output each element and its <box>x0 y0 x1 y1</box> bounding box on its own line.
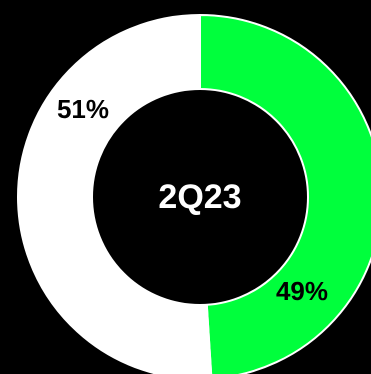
center-label: 2Q23 <box>158 178 241 216</box>
slice-label-49: 49% <box>276 276 328 306</box>
slice-label-51: 51% <box>57 94 109 124</box>
donut-hole <box>91 88 309 306</box>
